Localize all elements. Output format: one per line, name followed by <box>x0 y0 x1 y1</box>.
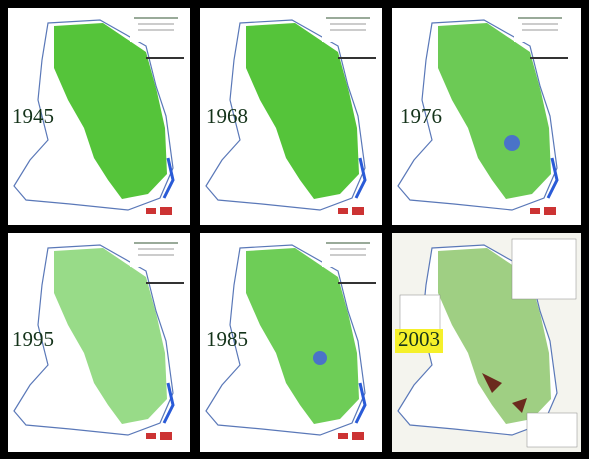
year-label: 2003 <box>398 327 440 351</box>
year-label: 1985 <box>206 327 248 351</box>
map-panel: 1945 <box>8 8 190 225</box>
year-label: 1995 <box>12 327 54 351</box>
map-panel: 1985 <box>200 233 382 452</box>
year-label: 1968 <box>206 104 248 128</box>
map-panel: 1968 <box>200 8 382 225</box>
map-panel: 1995 <box>8 233 190 452</box>
year-label: 1976 <box>400 104 442 128</box>
map-panel: 1976 <box>392 8 581 225</box>
map-panel: 2003 <box>392 233 581 452</box>
year-label: 1945 <box>12 104 54 128</box>
